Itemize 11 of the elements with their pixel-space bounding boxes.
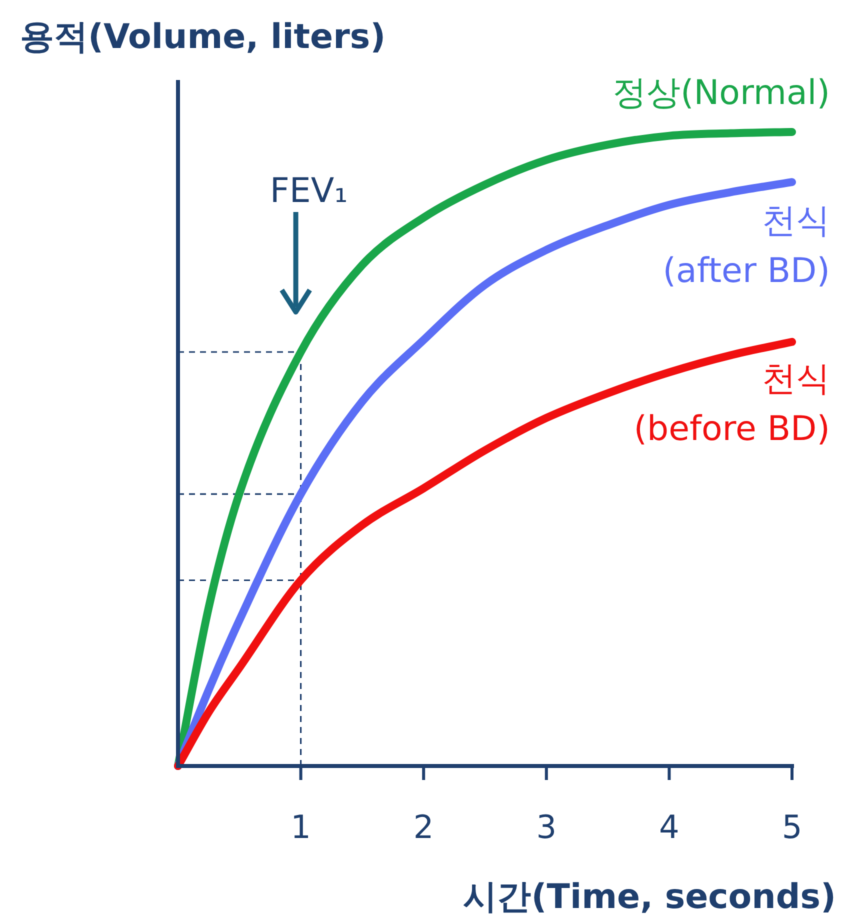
x-tick-label: 2 [413,808,434,846]
series-label: 천식 (before BD) [634,358,830,449]
annotation: FEV₁ [270,171,348,211]
x-tick-label: 1 [290,808,311,846]
series-label: 정상(Normal) [612,73,830,113]
x-tick-label: 4 [659,808,680,846]
series-label: 천식 (after BD) [662,201,830,292]
x-axis-title: 시간(Time, seconds) [463,877,836,917]
chart-title: 용적(Volume, liters) [20,17,386,57]
x-tick-label: 5 [782,808,802,846]
x-tick-label: 3 [536,808,557,846]
